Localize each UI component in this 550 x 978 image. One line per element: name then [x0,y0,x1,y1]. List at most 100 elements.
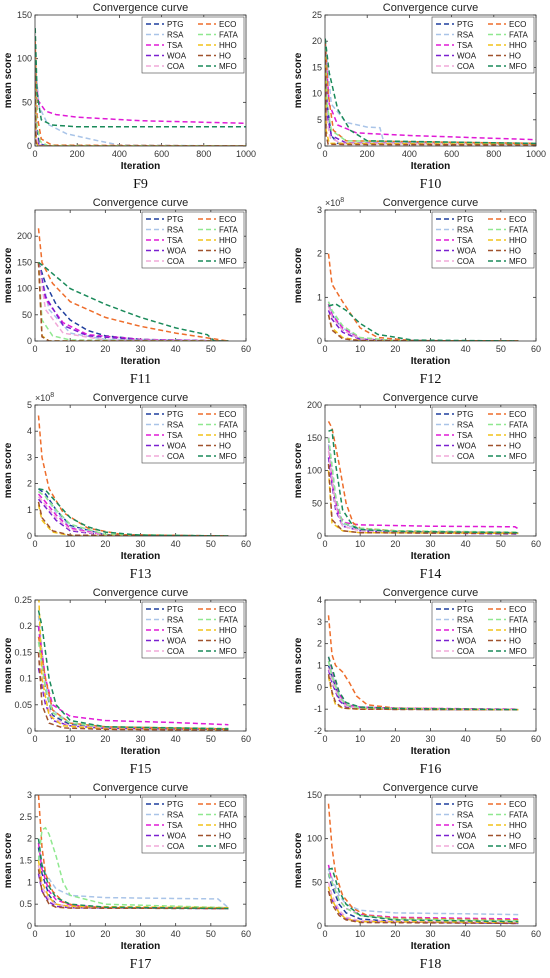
legend-label-fata: FATA [509,226,528,235]
chart-title: Convergence curve [93,197,188,209]
legend-label-ho: HO [509,832,521,841]
legend-label-ho: HO [509,637,521,646]
legend-label-ho: HO [509,442,521,451]
x-tick-label: 200 [70,149,85,159]
legend-label-woa: WOA [167,52,187,61]
series-line-fata [327,437,519,533]
subplot-f10: Convergence curve 0 200 400 600 800 1000 0 5 10 15… [293,2,546,192]
x-tick-label: 1000 [236,149,256,159]
legend-label-hho: HHO [219,821,237,830]
x-tick-label: 50 [206,539,216,549]
legend-label-eco: ECO [219,800,236,809]
series-line-ptg [37,262,229,341]
legend-label-rsa: RSA [457,811,474,820]
x-tick-label: 600 [444,149,459,159]
plot-frame [324,599,537,732]
legend-label-ptg: PTG [167,20,183,29]
y-tick-label: 200 [307,400,322,410]
subplot-caption: F11 [130,372,151,387]
y-axis-label: mean score [3,637,14,693]
series-line-eco [37,795,229,910]
y-tick-label: 25 [312,10,322,20]
x-tick-label: 20 [390,539,400,549]
y-tick-label: 20 [312,36,322,46]
y-tick-label: 0.5 [19,899,32,909]
y-tick-label: -1 [314,704,322,714]
y-exponent-power: 8 [340,197,344,204]
legend-label-rsa: RSA [457,31,474,40]
series-line-rsa [37,855,229,909]
y-tick-label: 0.15 [14,647,32,657]
x-tick-label: 40 [171,929,181,939]
y-axis-label: mean score [3,247,14,303]
legend-label-woa: WOA [167,442,187,451]
x-tick-label: 20 [100,929,110,939]
legend-label-woa: WOA [457,247,477,256]
y-tick-label: 15 [312,62,322,72]
legend-label-woa: WOA [457,442,477,451]
legend-label-mfo: MFO [219,257,237,266]
y-tick-label: 0.2 [19,621,32,631]
legend-label-coa: COA [167,842,185,851]
plot-frame [324,14,537,147]
y-tick-label: 5 [317,115,322,125]
legend-label-fata: FATA [509,811,528,820]
y-tick-label: 0.25 [14,595,32,605]
legend-label-hho: HHO [509,236,527,245]
y-tick-label: 0 [27,336,32,346]
series-line-tsa [37,842,229,910]
y-tick-label: 150 [17,10,32,20]
series-line-ho [327,890,519,925]
x-tick-label: 1000 [526,149,546,159]
x-axis-label: Iteration [411,161,450,172]
x-tick-label: 30 [135,734,145,744]
legend-label-hho: HHO [509,431,527,440]
series-line-tsa [325,46,536,141]
legend-label-coa: COA [457,62,475,71]
y-tick-label: 50 [22,310,32,320]
legend-label-fata: FATA [219,811,238,820]
subplot-f13: Convergence curve ×108 0 10 20 30 40 50 60 0 1 2 3 4 5… [3,392,251,582]
series-line-fata [38,490,229,536]
legend-label-woa: WOA [457,832,477,841]
subplot-caption: F10 [420,177,442,192]
legend-label-mfo: MFO [219,647,237,656]
legend-label-coa: COA [457,647,475,656]
y-tick-label: 0 [317,682,322,692]
x-tick-label: 800 [486,149,501,159]
y-tick-label: 2 [27,479,32,489]
subplot-f18: Convergence curve 0 10 20 30 40 50 60 0 50 100 150 P… [293,782,541,972]
series-line-hho [38,600,229,731]
x-tick-label: 400 [402,149,417,159]
series-line-woa [37,667,229,731]
series-line-woa [37,873,229,910]
x-tick-label: 30 [425,734,435,744]
legend-label-fata: FATA [219,421,238,430]
x-tick-label: 60 [241,929,251,939]
series-line-mfo [325,38,536,145]
x-tick-label: 0 [32,344,37,354]
series-line-eco [327,803,519,921]
legend-label-rsa: RSA [457,421,474,430]
series-line-coa [37,864,229,910]
legend-label-eco: ECO [219,605,236,614]
legend-label-mfo: MFO [219,842,237,851]
subplot-caption: F12 [420,372,442,387]
series-line-ho [35,67,246,146]
legend-label-ptg: PTG [457,800,473,809]
x-tick-label: 60 [531,929,541,939]
legend-label-rsa: RSA [167,616,184,625]
series-line-mfo [328,867,519,923]
legend-label-rsa: RSA [457,616,474,625]
legend-label-mfo: MFO [509,842,527,851]
x-tick-label: 60 [241,344,251,354]
x-tick-label: 60 [241,539,251,549]
legend-label-ptg: PTG [457,215,473,224]
y-axis-label: mean score [3,832,14,888]
y-tick-label: 4 [317,595,322,605]
chart-title: Convergence curve [383,197,478,209]
legend-label-ptg: PTG [167,215,183,224]
